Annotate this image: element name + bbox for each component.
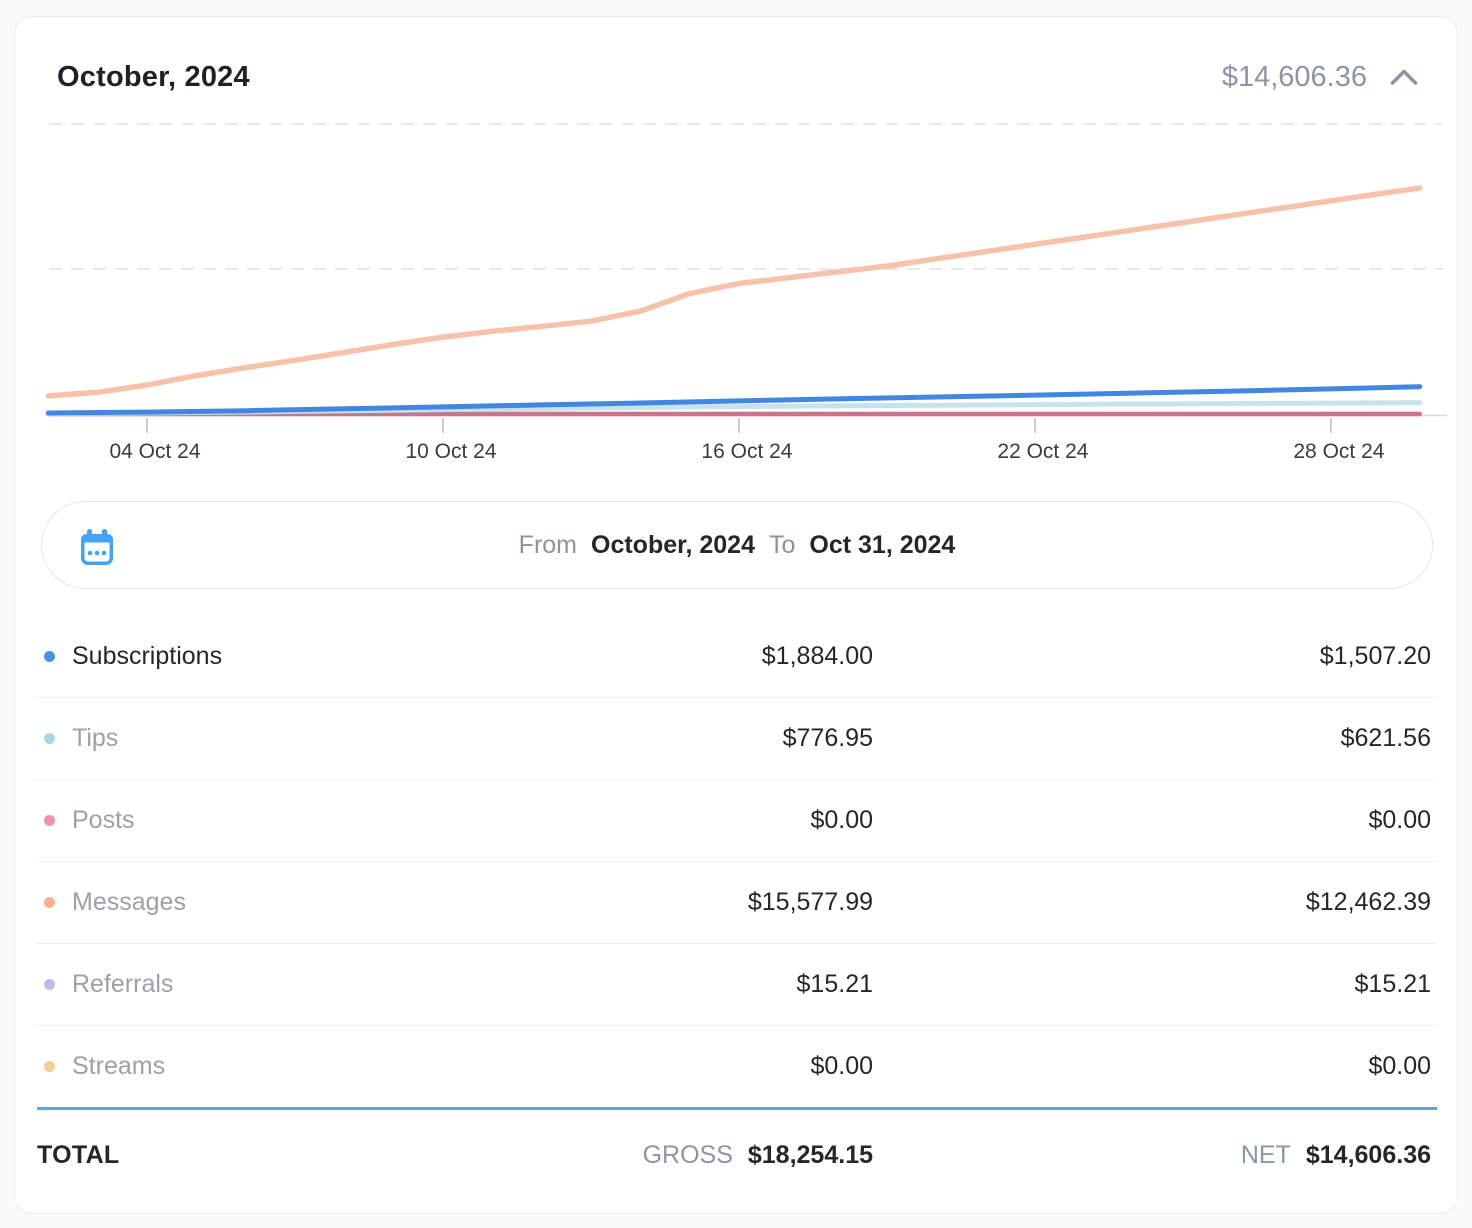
legend-dot-posts xyxy=(44,815,55,826)
x-axis-label: 22 Oct 24 xyxy=(997,440,1089,463)
row-label: Tips xyxy=(72,724,119,752)
date-range-picker[interactable]: From October, 2024 To Oct 31, 2024 xyxy=(41,501,1433,589)
x-axis-label: 04 Oct 24 xyxy=(109,440,201,463)
collapse-button[interactable] xyxy=(1385,64,1423,91)
row-net-value: $621.56 xyxy=(1340,724,1431,752)
row-net-value: $0.00 xyxy=(1368,1052,1431,1080)
gross-label: GROSS xyxy=(642,1140,733,1169)
header-total-amount: $14,606.36 xyxy=(1221,60,1367,93)
card-header: October, 2024 $14,606.36 xyxy=(57,55,1423,99)
earnings-row-subscriptions[interactable]: Subscriptions $1,884.00 $1,507.20 xyxy=(37,616,1437,698)
total-divider xyxy=(37,1107,1437,1110)
page-title: October, 2024 xyxy=(57,60,250,93)
legend-dot-subscriptions xyxy=(44,651,55,662)
row-gross-value: $15,577.99 xyxy=(747,888,873,916)
x-axis-label: 16 Oct 24 xyxy=(701,440,793,463)
chevron-up-icon xyxy=(1390,69,1418,85)
row-label: Messages xyxy=(72,888,186,916)
series-line-subscriptions xyxy=(45,384,1423,416)
legend-dot-tips xyxy=(44,733,55,744)
calendar-icon xyxy=(81,529,113,565)
row-net-value: $0.00 xyxy=(1368,806,1431,834)
row-gross-value: $15.21 xyxy=(796,970,873,998)
earnings-statistics-card: October, 2024 $14,606.36 04 Oct 24 10 Oct… xyxy=(14,16,1458,1214)
gross-total-value: $18,254.15 xyxy=(747,1140,873,1169)
row-label: Referrals xyxy=(72,970,174,998)
row-label: Streams xyxy=(72,1052,166,1080)
row-gross-value: $776.95 xyxy=(782,724,873,752)
to-label: To xyxy=(768,530,796,559)
from-label: From xyxy=(518,530,577,559)
earnings-row-tips[interactable]: Tips $776.95 $621.56 xyxy=(37,698,1437,780)
legend-dot-referrals xyxy=(44,979,55,990)
earnings-chart[interactable] xyxy=(15,106,1459,451)
row-net-value: $12,462.39 xyxy=(1305,888,1431,916)
earnings-row-streams[interactable]: Streams $0.00 $0.00 xyxy=(37,1026,1437,1108)
x-axis-label: 28 Oct 24 xyxy=(1293,440,1385,463)
row-gross-value: $0.00 xyxy=(810,1052,873,1080)
earnings-row-messages[interactable]: Messages $15,577.99 $12,462.39 xyxy=(37,862,1437,944)
row-net-value: $1,507.20 xyxy=(1319,642,1431,670)
row-label: Subscriptions xyxy=(72,642,223,670)
series-line-messages xyxy=(45,185,1423,399)
from-value: October, 2024 xyxy=(591,530,755,559)
legend-dot-messages xyxy=(44,897,55,908)
row-gross-value: $1,884.00 xyxy=(761,642,873,670)
x-axis-label: 10 Oct 24 xyxy=(405,440,497,463)
earnings-row-referrals[interactable]: Referrals $15.21 $15.21 xyxy=(37,944,1437,1026)
row-label: Posts xyxy=(72,806,135,834)
row-net-value: $15.21 xyxy=(1354,970,1431,998)
total-label: TOTAL xyxy=(37,1140,120,1169)
earnings-row-posts[interactable]: Posts $0.00 $0.00 xyxy=(37,780,1437,862)
earnings-rows: Subscriptions $1,884.00 $1,507.20 Tips $776.… xyxy=(37,616,1437,1108)
to-value: Oct 31, 2024 xyxy=(809,530,956,559)
net-label: NET xyxy=(1240,1140,1291,1169)
total-row: TOTAL GROSS $18,254.15 NET $14,606.36 xyxy=(37,1109,1437,1201)
row-gross-value: $0.00 xyxy=(810,806,873,834)
net-total-value: $14,606.36 xyxy=(1305,1140,1431,1169)
x-axis-labels: 04 Oct 24 10 Oct 24 16 Oct 24 22 Oct 24 28 O… xyxy=(15,440,1459,468)
legend-dot-streams xyxy=(44,1061,55,1072)
